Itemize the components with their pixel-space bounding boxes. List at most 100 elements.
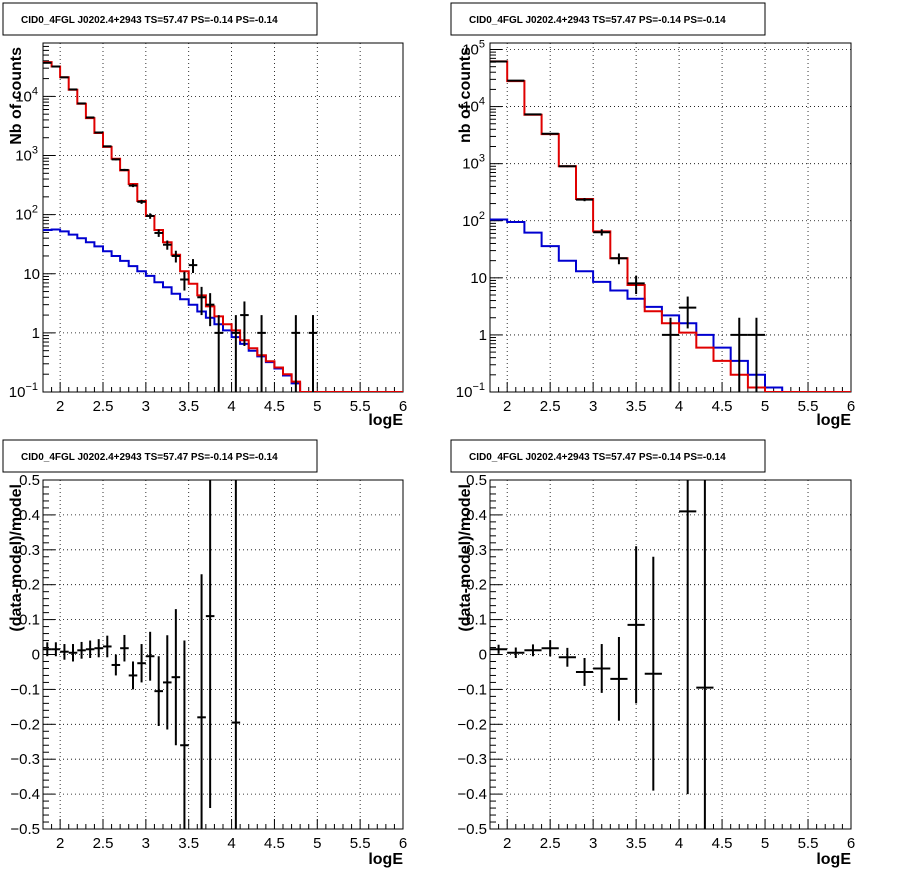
data-point: [94, 131, 103, 134]
data-point: [120, 168, 129, 172]
data-point: [575, 198, 594, 202]
data-point: [77, 641, 86, 659]
data-point: [163, 635, 172, 730]
x-tick-label: 3: [589, 398, 597, 415]
y-tick-label: 0.2: [466, 577, 487, 594]
y-tick-label: 102: [462, 210, 485, 230]
y-tick-label: 0.1: [466, 612, 487, 629]
data-point: [558, 647, 576, 667]
data-point: [541, 132, 559, 135]
x-tick-label: 4.5: [264, 398, 285, 415]
data-point: [644, 556, 662, 791]
data-point: [627, 275, 645, 295]
y-tick-label: 103: [15, 145, 38, 165]
y-tick-label: 0.4: [466, 507, 487, 524]
y-axis: [43, 479, 55, 830]
data-point: [197, 286, 206, 316]
x-tick-label: 5.5: [798, 398, 819, 415]
data-point: [145, 631, 155, 681]
data-point: [308, 315, 318, 392]
y-tick-label: 0.2: [19, 577, 40, 594]
x-axis-label: logE: [816, 851, 851, 868]
x-tick-label: 6: [399, 835, 407, 852]
data-point: [231, 480, 241, 829]
grid: [43, 43, 403, 392]
x-axis-label: logE: [368, 851, 403, 868]
data-point: [43, 642, 52, 657]
data-point: [214, 315, 223, 392]
data-point: [128, 184, 138, 188]
data-point: [94, 639, 103, 658]
data-point: [154, 229, 163, 237]
y-tick-label: 0.4: [19, 507, 40, 524]
data-point: [231, 315, 241, 392]
data-point: [661, 317, 680, 392]
data-point: [171, 250, 181, 263]
y-tick-label: 1: [479, 327, 487, 344]
chart-title: CID0_4FGL J0202.4+2943 TS=57.47 PS=-0.14…: [21, 452, 278, 463]
y-tick-label: 0.5: [19, 472, 40, 489]
plot-frame: [42, 42, 404, 393]
grid: [490, 480, 851, 829]
y-tick-label: −0.3: [457, 751, 487, 768]
data-point: [205, 480, 215, 809]
x-tick-label: 5: [761, 835, 769, 852]
data-point: [85, 640, 95, 658]
plot-area: [43, 61, 403, 392]
y-tick-label: 0.1: [19, 612, 40, 629]
y-tick-label: 104: [15, 85, 38, 105]
title-frame: [450, 439, 766, 473]
x-tick-label: 3: [142, 398, 150, 415]
x-tick-label: 3.5: [178, 398, 199, 415]
x-tick-label: 2.5: [540, 835, 561, 852]
x-axis: [489, 819, 852, 829]
data-point: [679, 480, 697, 795]
data-point: [180, 271, 189, 291]
x-axis-label: logE: [368, 412, 403, 429]
data-point: [137, 199, 146, 204]
data-point: [103, 635, 112, 658]
y-axis: [490, 49, 502, 393]
data-point: [558, 165, 576, 168]
data-point: [696, 480, 714, 829]
plot-area: [43, 480, 241, 829]
x-tick-label: 5: [313, 398, 321, 415]
y-tick-label: −0.4: [10, 786, 40, 803]
data-point: [627, 546, 645, 704]
x-tick-label: 5.5: [350, 398, 371, 415]
y-tick-label: −0.2: [457, 716, 487, 733]
grid: [490, 43, 851, 392]
y-tick-label: −0.4: [457, 786, 487, 803]
y-tick-label: 10−1: [456, 381, 485, 401]
x-tick-label: 2.5: [93, 835, 114, 852]
x-tick-label: 5: [761, 398, 769, 415]
data-point: [747, 317, 766, 392]
y-tick-label: 10: [23, 266, 40, 283]
data-point: [163, 240, 172, 250]
data-point: [240, 301, 249, 346]
y-tick-label: 0.3: [466, 542, 487, 559]
y-axis-label: nb of counts: [457, 47, 474, 143]
y-tick-label: −0.5: [10, 821, 40, 838]
x-axis: [42, 382, 404, 392]
data-point: [730, 317, 748, 392]
data-point: [68, 644, 78, 662]
data-point: [85, 116, 95, 119]
x-tick-label: 6: [399, 398, 407, 415]
chart-title: CID0_4FGL J0202.4+2943 TS=57.47 PS=-0.14…: [21, 15, 278, 26]
y-axis: [43, 42, 55, 393]
component_model-histogram: [43, 228, 403, 392]
data-point: [171, 609, 181, 746]
title-frame: [2, 2, 318, 36]
x-tick-label: 3: [142, 835, 150, 852]
y-axis: [490, 479, 502, 830]
y-tick-label: 1: [32, 325, 40, 342]
data-point: [120, 634, 129, 662]
data-point: [154, 656, 163, 727]
x-tick-label: 5.5: [350, 835, 371, 852]
x-tick-label: 4: [227, 835, 235, 852]
component_model-histogram: [490, 218, 851, 392]
y-tick-label: 0.5: [466, 472, 487, 489]
data-point: [593, 229, 611, 236]
data-point: [524, 113, 542, 116]
